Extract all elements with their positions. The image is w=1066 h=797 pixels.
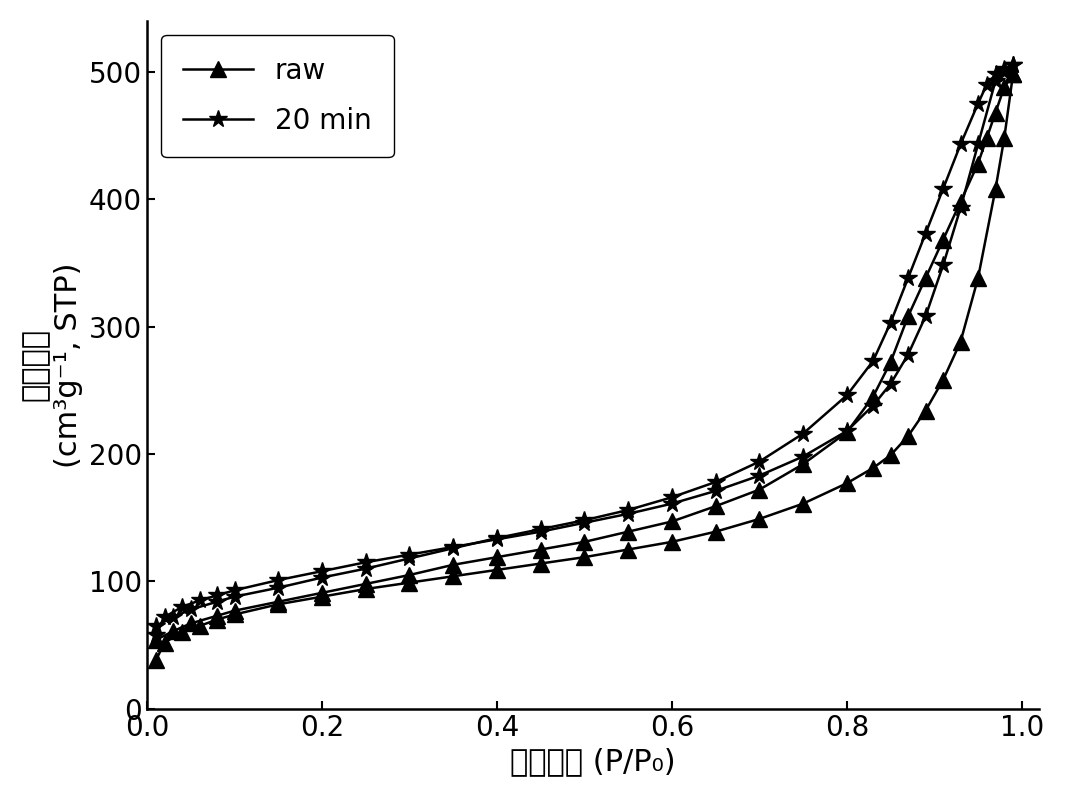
raw [359,584,372,594]
20 min [193,595,206,605]
raw [937,375,950,385]
X-axis label: 相对压力 (P/P₀): 相对压力 (P/P₀) [511,747,676,776]
20 min [971,139,984,149]
raw [709,527,722,536]
20 min [176,602,189,611]
raw [490,565,503,575]
20 min [490,535,503,544]
20 min [534,527,547,536]
raw [149,656,162,665]
20 min [919,312,932,321]
20 min [359,557,372,567]
20 min [1006,61,1019,70]
Legend: raw, 20 min: raw, 20 min [161,35,393,157]
20 min [902,350,915,359]
20 min [316,567,328,576]
raw [578,552,591,562]
raw [534,559,547,568]
20 min [149,630,162,640]
20 min [228,586,241,595]
raw [228,610,241,619]
raw [954,337,967,347]
20 min [796,452,809,461]
20 min [211,591,224,600]
raw [193,621,206,630]
20 min [989,76,1002,85]
20 min [158,612,171,622]
raw [998,133,1011,143]
20 min [403,550,416,559]
raw [902,431,915,441]
20 min [709,486,722,496]
raw [158,638,171,647]
20 min [272,575,285,585]
raw [621,544,634,554]
raw [884,450,897,460]
raw [840,478,853,488]
Y-axis label: 吸附体积
(cm³g⁻¹, STP): 吸附体积 (cm³g⁻¹, STP) [21,262,83,468]
raw [211,614,224,624]
20 min [998,67,1011,77]
20 min [665,499,678,508]
raw [796,499,809,508]
Line: raw: raw [148,67,1020,668]
20 min [867,401,879,410]
20 min [954,203,967,213]
raw [403,578,416,587]
20 min [753,471,765,481]
20 min [884,379,897,389]
raw [919,406,932,415]
raw [867,463,879,473]
raw [753,514,765,524]
raw [316,592,328,602]
Line: 20 min: 20 min [147,57,1022,644]
20 min [621,509,634,519]
20 min [840,426,853,436]
raw [989,184,1002,194]
raw [665,537,678,547]
raw [176,627,189,637]
raw [1006,69,1019,79]
20 min [937,261,950,270]
20 min [578,518,591,528]
20 min [447,542,459,552]
raw [272,599,285,609]
raw [447,571,459,581]
raw [971,273,984,283]
